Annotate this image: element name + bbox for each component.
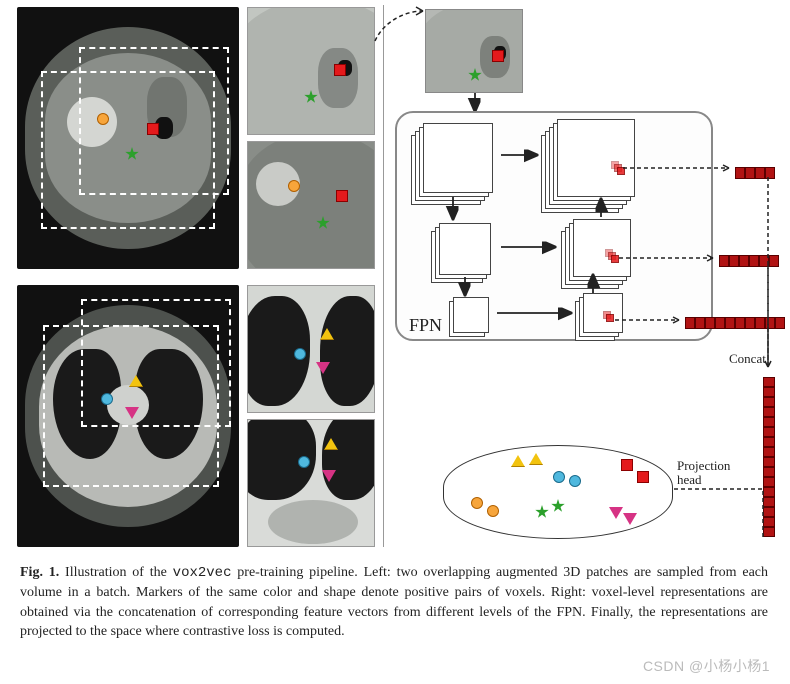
watermark: CSDN @小杨小杨1 [643,656,770,676]
marker-red [336,190,348,202]
arrow-to-feat [623,163,735,173]
proj-head-label: Projection head [677,459,730,488]
arrow-to-feat [615,315,685,325]
arrow-to-embed [657,485,767,545]
ct-lung [17,285,239,547]
arrow-thumb-to-input [373,3,433,43]
crop-thumb-a2 [247,141,375,269]
embed-marker [553,471,565,483]
embedding-space [443,445,673,539]
panel-divider [383,5,384,547]
ct-abdomen [17,7,239,269]
voxel-cube [606,314,614,322]
fpn-arrows [393,105,723,345]
caption-code: vox2vec [173,565,232,581]
crop-thumb-l1 [247,285,375,413]
embed-marker [569,475,581,487]
arrow-to-feat [619,253,719,263]
embed-marker [637,471,649,483]
marker-red [492,50,504,62]
figure-illustration: FPN Concat Projection head [15,5,775,553]
caption-label: Fig. 1. [20,565,59,580]
embed-marker [487,505,499,517]
concat-label: Concat [729,351,766,367]
fpn-label: FPN [409,315,442,336]
marker-red [147,123,159,135]
marker-cyan [294,348,306,360]
caption-text: Illustration of the [59,565,172,580]
right-panel: FPN Concat Projection head [393,5,773,549]
marker-cyan [298,456,310,468]
marker-red [334,64,346,76]
left-panel [17,7,375,547]
crop-thumb-a1 [247,7,375,135]
crop-box-l2 [43,325,219,487]
crop-thumb-l2 [247,419,375,547]
marker-cyan [101,393,113,405]
fpn-input-thumb [425,9,523,93]
voxel-cube [611,255,619,263]
marker-orange [97,113,109,125]
embed-marker [621,459,633,471]
figure-caption: Fig. 1. Illustration of the vox2vec pre-… [20,563,768,641]
crop-box-a2 [41,71,215,229]
embed-marker [471,497,483,509]
marker-orange [288,180,300,192]
